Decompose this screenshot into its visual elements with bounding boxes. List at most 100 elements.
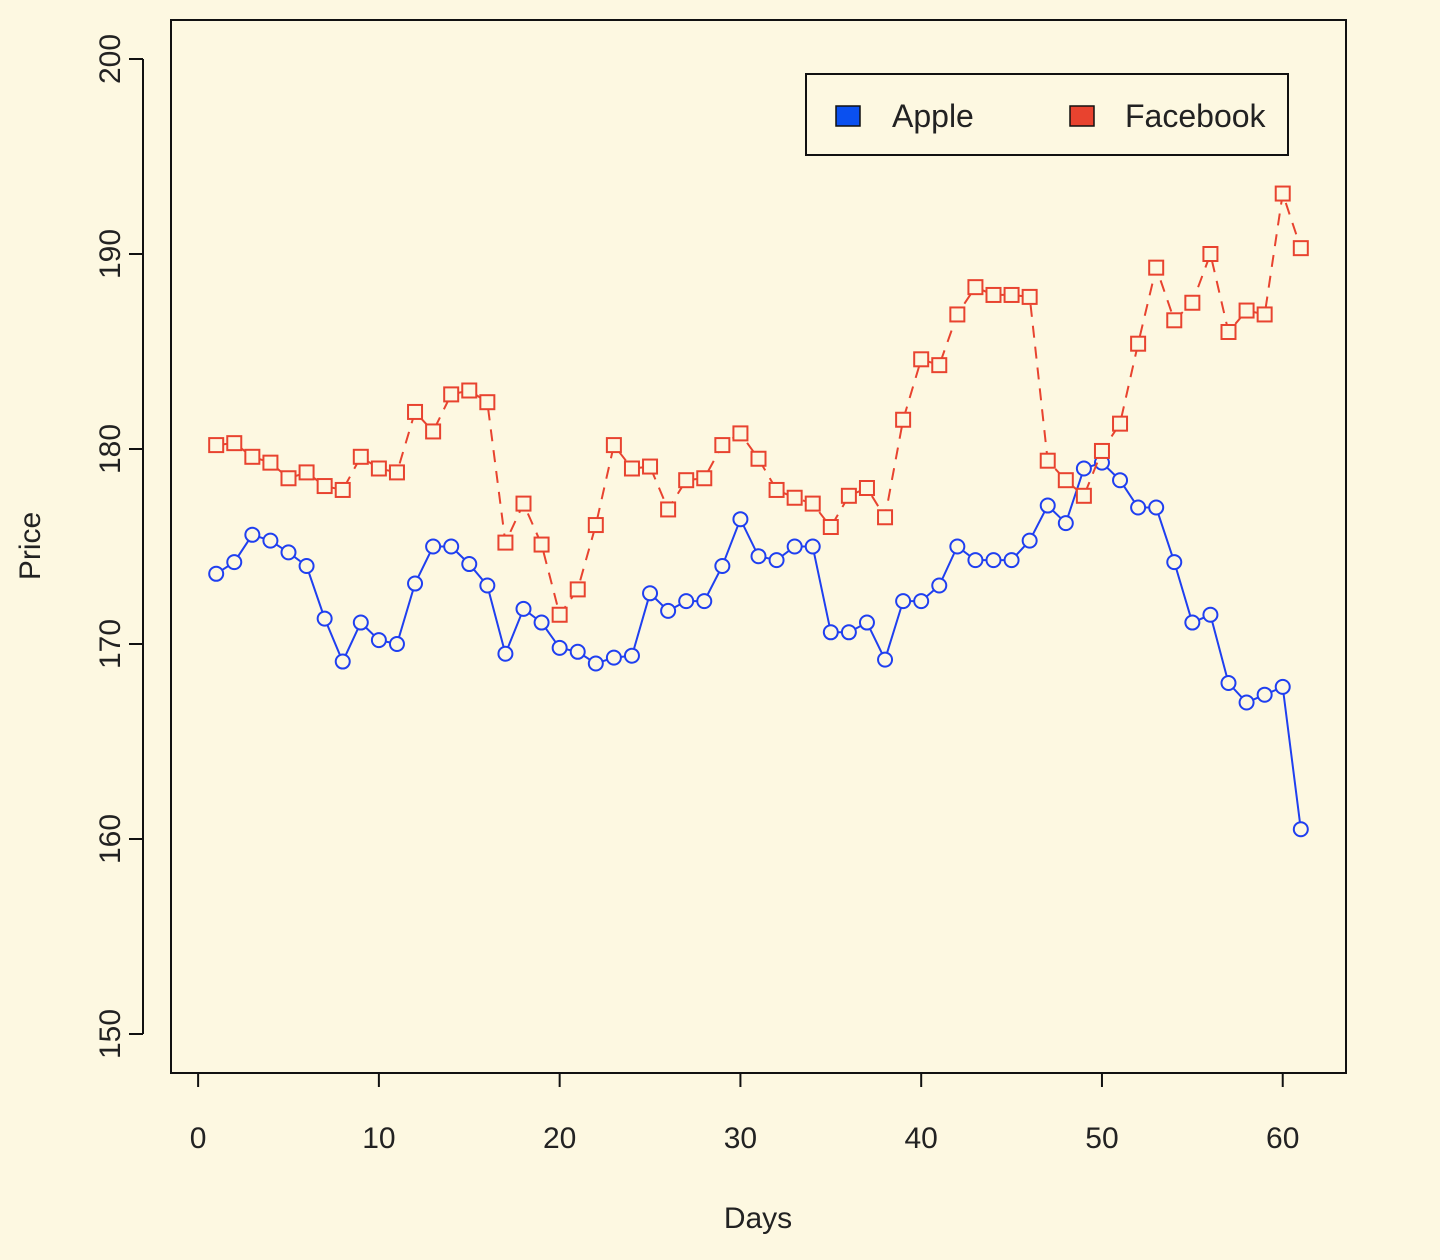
point-apple (1130, 499, 1147, 516)
x-axis-title: Days (724, 1202, 792, 1235)
point-facebook (1057, 472, 1074, 489)
point-facebook (388, 464, 405, 481)
point-apple (642, 585, 659, 602)
point-apple (280, 544, 297, 561)
point-apple (1112, 472, 1129, 489)
point-facebook (1112, 415, 1129, 432)
y-tick-label: 170 (94, 619, 127, 669)
point-apple (425, 538, 442, 555)
legend-swatch-facebook (1069, 105, 1095, 127)
point-facebook (804, 495, 821, 512)
point-facebook (461, 382, 478, 399)
point-facebook (515, 495, 532, 512)
point-facebook (226, 435, 243, 452)
point-apple (858, 614, 875, 631)
point-facebook (425, 423, 442, 440)
point-facebook (244, 448, 261, 465)
point-facebook (895, 411, 912, 428)
point-facebook (605, 437, 622, 454)
legend-box (805, 73, 1289, 156)
point-facebook (696, 470, 713, 487)
point-facebook (262, 454, 279, 471)
point-apple (678, 593, 695, 610)
point-apple (370, 632, 387, 649)
point-apple (407, 575, 424, 592)
point-apple (316, 610, 333, 627)
point-facebook (623, 460, 640, 477)
point-apple (569, 643, 586, 660)
series-facebook (208, 185, 1309, 623)
point-apple (1274, 678, 1291, 695)
point-apple (1148, 499, 1165, 516)
point-facebook (497, 534, 514, 551)
point-apple (804, 538, 821, 555)
point-apple (696, 593, 713, 610)
y-tick-label: 160 (94, 814, 127, 864)
point-apple (208, 565, 225, 582)
point-apple (515, 600, 532, 617)
point-apple (1184, 614, 1201, 631)
point-facebook (1274, 185, 1291, 202)
point-facebook (877, 509, 894, 526)
point-facebook (1093, 442, 1110, 459)
point-apple (587, 655, 604, 672)
point-facebook (822, 519, 839, 535)
point-facebook (1166, 312, 1183, 329)
point-facebook (479, 394, 496, 411)
point-facebook (1148, 259, 1165, 276)
point-apple (1166, 554, 1183, 571)
point-facebook (208, 437, 225, 454)
x-tick-label: 0 (190, 1122, 207, 1155)
point-facebook (1256, 306, 1273, 323)
point-apple (533, 614, 550, 631)
point-apple (1256, 686, 1273, 703)
point-apple (1220, 675, 1237, 691)
point-apple (768, 552, 785, 569)
point-facebook (587, 517, 604, 534)
point-apple (623, 647, 640, 664)
x-tick-label: 40 (905, 1122, 938, 1155)
point-apple (479, 577, 496, 594)
point-facebook (931, 357, 948, 374)
point-facebook (1238, 302, 1255, 319)
x-tick-label: 10 (362, 1122, 395, 1155)
point-apple (985, 552, 1002, 569)
point-facebook (407, 403, 424, 420)
point-apple (1202, 606, 1219, 623)
point-facebook (1184, 294, 1201, 311)
point-apple (334, 653, 351, 670)
point-apple (605, 649, 622, 666)
point-apple (244, 526, 261, 543)
point-facebook (949, 306, 966, 323)
point-facebook (913, 351, 930, 368)
point-apple (352, 614, 369, 631)
y-tick-label: 150 (94, 1009, 127, 1059)
point-apple (840, 624, 857, 641)
point-facebook (298, 464, 315, 481)
point-apple (949, 538, 966, 555)
point-facebook (316, 478, 333, 495)
legend: Apple Facebook (805, 73, 1289, 156)
point-facebook (1220, 324, 1237, 340)
point-facebook (352, 448, 369, 465)
point-facebook (642, 458, 659, 475)
point-facebook (1003, 286, 1020, 303)
x-tick-label: 60 (1266, 1122, 1299, 1155)
y-axis-title: Price (14, 512, 47, 580)
point-facebook (280, 470, 297, 487)
point-apple (1003, 552, 1020, 569)
point-apple (551, 639, 568, 656)
point-facebook (985, 286, 1002, 303)
point-apple (497, 645, 514, 662)
point-facebook (533, 536, 550, 553)
point-facebook (967, 279, 984, 296)
y-tick-label: 190 (94, 229, 127, 279)
point-apple (298, 558, 315, 574)
point-facebook (660, 501, 677, 518)
point-facebook (732, 425, 749, 442)
point-facebook (1202, 246, 1219, 262)
point-apple (660, 602, 677, 619)
point-apple (750, 548, 767, 565)
point-facebook (551, 606, 568, 623)
